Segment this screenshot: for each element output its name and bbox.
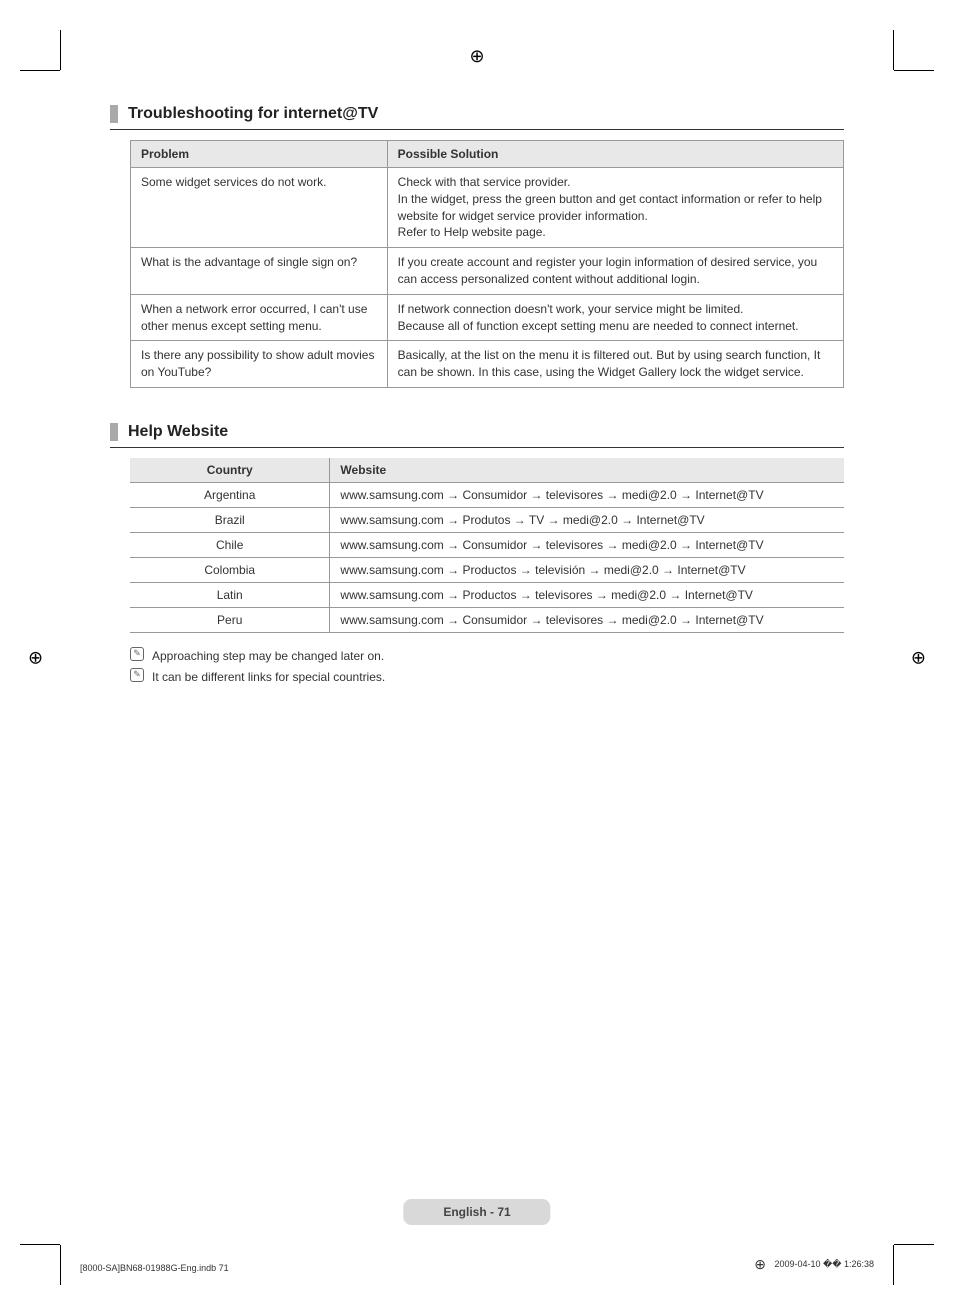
cell-solution: If you create account and register your … — [387, 248, 843, 295]
crop-mark — [20, 70, 60, 71]
note-icon: ✎ — [130, 668, 144, 682]
meta-datetime: ⊕ 2009-04-10 �� 1:26:38 — [748, 1256, 874, 1273]
troubleshooting-table: Problem Possible Solution Some widget se… — [130, 140, 844, 388]
section-title: Help Website — [128, 423, 228, 441]
note-line: ✎ Approaching step may be changed later o… — [130, 647, 844, 665]
cell-problem: What is the advantage of single sign on? — [131, 248, 388, 295]
section-title: Troubleshooting for internet@TV — [128, 105, 378, 123]
cell-solution: Basically, at the list on the menu it is… — [387, 341, 843, 388]
cell-country: Brazil — [130, 507, 330, 532]
table-row: When a network error occurred, I can't u… — [131, 294, 844, 341]
registration-mark-bottom: ⊕ — [754, 1256, 766, 1273]
help-website-table: Country Website Argentinawww.samsung.com… — [130, 458, 844, 633]
page-footer: English - 71 — [403, 1199, 550, 1225]
cell-problem: Some widget services do not work. — [131, 168, 388, 248]
section-header-help: Help Website — [110, 423, 844, 448]
table-row: Some widget services do not work.Check w… — [131, 168, 844, 248]
crop-mark — [893, 1245, 894, 1285]
cell-website: www.samsung.com → Productos → televisore… — [330, 582, 844, 607]
registration-mark-left: ⊕ — [28, 647, 43, 668]
cell-problem: Is there any possibility to show adult m… — [131, 341, 388, 388]
cell-website: www.samsung.com → Produtos → TV → medi@2… — [330, 507, 844, 532]
meta-datetime-text: 2009-04-10 �� 1:26:38 — [774, 1259, 874, 1269]
cell-country: Colombia — [130, 557, 330, 582]
crop-mark — [20, 1244, 60, 1245]
notes-block: ✎ Approaching step may be changed later o… — [130, 647, 844, 686]
cell-country: Argentina — [130, 482, 330, 507]
th-country: Country — [130, 458, 330, 483]
crop-mark — [60, 1245, 61, 1285]
note-icon: ✎ — [130, 647, 144, 661]
cell-country: Peru — [130, 607, 330, 632]
table-row: Is there any possibility to show adult m… — [131, 341, 844, 388]
cell-solution: Check with that service provider. In the… — [387, 168, 843, 248]
section-header-troubleshooting: Troubleshooting for internet@TV — [110, 105, 844, 130]
cell-website: www.samsung.com → Consumidor → televisor… — [330, 482, 844, 507]
cell-country: Chile — [130, 532, 330, 557]
help-tbody: Argentinawww.samsung.com → Consumidor → … — [130, 482, 844, 632]
crop-mark — [893, 30, 894, 70]
table-row: Peruwww.samsung.com → Consumidor → telev… — [130, 607, 844, 632]
table-row: Chilewww.samsung.com → Consumidor → tele… — [130, 532, 844, 557]
section-bar-icon — [110, 105, 118, 123]
cell-website: www.samsung.com → Consumidor → televisor… — [330, 532, 844, 557]
th-solution: Possible Solution — [387, 141, 843, 168]
troubleshooting-tbody: Some widget services do not work.Check w… — [131, 168, 844, 388]
cell-solution: If network connection doesn't work, your… — [387, 294, 843, 341]
meta-filename: [8000-SA]BN68-01988G-Eng.indb 71 — [80, 1263, 229, 1273]
note-line: ✎ It can be different links for special c… — [130, 668, 844, 686]
table-row: Argentinawww.samsung.com → Consumidor → … — [130, 482, 844, 507]
help-section: Help Website Country Website Argentinaww… — [110, 423, 844, 686]
cell-website: www.samsung.com → Consumidor → televisor… — [330, 607, 844, 632]
th-problem: Problem — [131, 141, 388, 168]
table-row: Brazilwww.samsung.com → Produtos → TV → … — [130, 507, 844, 532]
registration-mark-top: ⊕ — [469, 46, 484, 67]
table-row: Latinwww.samsung.com → Productos → telev… — [130, 582, 844, 607]
th-website: Website — [330, 458, 844, 483]
table-row: What is the advantage of single sign on?… — [131, 248, 844, 295]
cell-website: www.samsung.com → Productos → televisión… — [330, 557, 844, 582]
registration-mark-right: ⊕ — [911, 647, 926, 668]
crop-mark — [60, 30, 61, 70]
note-text: It can be different links for special co… — [152, 668, 385, 686]
page-content: Troubleshooting for internet@TV Problem … — [110, 105, 844, 689]
section-bar-icon — [110, 423, 118, 441]
table-row: Colombiawww.samsung.com → Productos → te… — [130, 557, 844, 582]
note-text: Approaching step may be changed later on… — [152, 647, 384, 665]
crop-mark — [894, 70, 934, 71]
crop-mark — [894, 1244, 934, 1245]
cell-problem: When a network error occurred, I can't u… — [131, 294, 388, 341]
cell-country: Latin — [130, 582, 330, 607]
